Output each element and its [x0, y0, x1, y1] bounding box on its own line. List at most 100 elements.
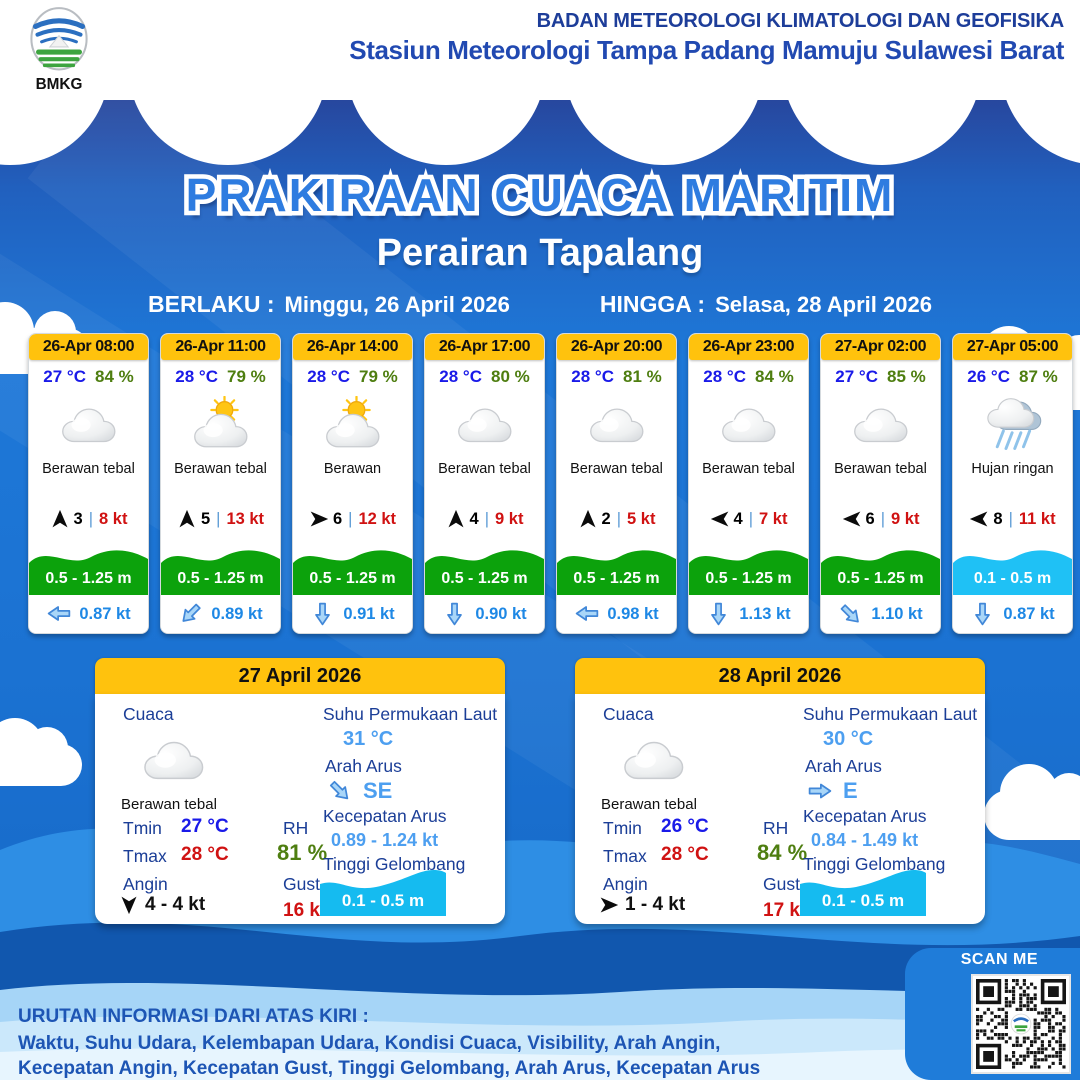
wind-direction-icon — [842, 509, 862, 529]
wind-row: 5 | 13 kt — [161, 509, 280, 529]
legend-line: Kecepatan Angin, Kecepatan Gust, Tinggi … — [18, 1058, 761, 1079]
air-temperature: 27 °C — [43, 367, 86, 386]
forecast-time: 26-Apr 17:00 — [425, 334, 544, 360]
current-speed: 0.87 kt — [1003, 604, 1055, 623]
forecast-time: 26-Apr 11:00 — [161, 334, 280, 360]
weather-condition: Berawan tebal — [834, 461, 927, 477]
wind-speed: 9 kt — [891, 509, 920, 528]
tmax-label: Tmax — [603, 846, 647, 866]
current-speed: 1.10 kt — [871, 604, 923, 623]
weather-condition: Berawan — [323, 461, 382, 477]
wave-height: 0.5 - 1.25 m — [837, 570, 924, 587]
wind-speed: 7 kt — [759, 509, 788, 528]
cuaca-label: Cuaca — [603, 704, 654, 724]
weather-condition: Berawan tebal — [601, 796, 697, 813]
rh-label: RH — [283, 818, 309, 838]
wind-speed: 13 kt — [226, 509, 265, 528]
current-row: 1.13 kt — [689, 595, 808, 633]
current-row: 0.87 kt — [29, 595, 148, 633]
humidity: 84 % — [754, 367, 794, 386]
current-speed: 1.13 kt — [739, 604, 791, 623]
valid-to-date: Selasa, 28 April 2026 — [715, 292, 932, 317]
current-direction-icon — [708, 601, 730, 627]
daily-date: 27 April 2026 — [95, 658, 505, 694]
humidity: 84 % — [94, 367, 134, 386]
wind-speed: 8 kt — [99, 509, 128, 528]
wind-row: 4 | 9 kt — [425, 509, 544, 529]
weather-icon — [611, 728, 697, 790]
wind-speed: 9 kt — [495, 509, 524, 528]
kecepatan-arus-label: Kecepatan Arus — [803, 806, 927, 826]
humidity: 79 % — [226, 367, 266, 386]
legend-line: Waktu, Suhu Udara, Kelembapan Udara, Kon… — [18, 1033, 721, 1054]
wave-height-band: 0.5 - 1.25 m — [29, 537, 148, 595]
visibility-value: 2 — [601, 509, 611, 528]
air-temperature: 28 °C — [307, 367, 350, 386]
legend-heading: URUTAN INFORMASI DARI ATAS KIRI : — [18, 1006, 369, 1027]
hourly-card: 26-Apr 20:00 28 °C 81 % Berawan tebal 2 |… — [556, 333, 677, 634]
separator: | — [348, 509, 353, 528]
wind-row: 8 | 11 kt — [953, 509, 1072, 529]
tmin-value: 26 °C — [661, 816, 709, 837]
weather-icon — [557, 387, 676, 461]
valid-to-label: HINGGA : — [599, 291, 706, 317]
weather-icon — [821, 387, 940, 461]
bmkg-logo: BMKG — [26, 4, 92, 101]
weather-icon — [953, 387, 1072, 461]
air-temperature: 28 °C — [703, 367, 746, 386]
wave-height-box: 0.1 - 0.5 m — [320, 868, 446, 916]
wind-range: 1 - 4 kt — [625, 894, 686, 915]
current-row: 0.87 kt — [953, 595, 1072, 633]
hourly-card: 27-Apr 05:00 26 °C 87 % Hujan ringan 8 | … — [952, 333, 1073, 634]
air-temperature: 28 °C — [439, 367, 482, 386]
valid-to: HINGGA : Selasa, 28 April 2026 — [600, 291, 932, 318]
forecast-time: 27-Apr 05:00 — [953, 334, 1072, 360]
wave-height: 0.1 - 0.5 m — [973, 570, 1052, 587]
wind-direction-icon — [599, 895, 619, 915]
tmin-value: 27 °C — [181, 816, 229, 837]
forecast-time: 26-Apr 08:00 — [29, 334, 148, 360]
weather-icon — [425, 387, 544, 461]
humidity: 79 % — [358, 367, 398, 386]
tmax-value: 28 °C — [181, 844, 229, 865]
forecast-time: 26-Apr 14:00 — [293, 334, 412, 360]
weather-icon — [29, 387, 148, 461]
current-speed: 0.98 kt — [607, 604, 659, 623]
current-row: 0.90 kt — [425, 595, 544, 633]
gust-label: Gust — [283, 874, 320, 894]
hourly-card: 27-Apr 02:00 27 °C 85 % Berawan tebal 6 |… — [820, 333, 941, 634]
separator: | — [880, 509, 886, 528]
cloud-decoration — [984, 764, 1080, 840]
current-speed: 0.87 kt — [79, 604, 131, 623]
hourly-card: 26-Apr 11:00 28 °C 79 % Berawan tebal 5 |… — [160, 333, 281, 634]
current-direction: SE — [363, 778, 393, 803]
wind-direction-icon — [578, 509, 598, 529]
air-temperature: 28 °C — [571, 367, 614, 386]
wind-speed: 11 kt — [1018, 509, 1056, 528]
wind-range: 4 - 4 kt — [145, 894, 206, 915]
wave-height-band: 0.5 - 1.25 m — [293, 537, 412, 595]
weather-icon — [689, 387, 808, 461]
air-temperature: 27 °C — [835, 367, 878, 386]
air-temperature: 28 °C — [175, 367, 218, 386]
wind-row: 1 - 4 kt — [599, 894, 685, 916]
weather-condition: Berawan tebal — [174, 461, 267, 477]
wave-height: 0.5 - 1.25 m — [309, 570, 396, 587]
wave-height: 0.1 - 0.5 m — [821, 891, 905, 910]
cloud-decoration — [0, 718, 82, 786]
daily-card: 27 April 2026 Cuaca Berawan tebal Tmin 2… — [95, 658, 505, 924]
current-row: 0.89 kt — [161, 595, 280, 633]
separator: | — [1008, 509, 1013, 528]
svg-text:BMKG: BMKG — [36, 76, 83, 93]
hourly-card: 26-Apr 23:00 28 °C 84 % Berawan tebal 4 |… — [688, 333, 809, 634]
separator: | — [484, 509, 490, 528]
wave-height: 0.5 - 1.25 m — [705, 570, 792, 587]
rh-value: 84 % — [757, 840, 808, 865]
daily-card-body: Cuaca Berawan tebal Tmin 27 °C Tmax 28 °… — [95, 694, 505, 924]
weather-condition: Berawan tebal — [121, 796, 217, 813]
visibility-value: 4 — [469, 509, 479, 528]
wave-height: 0.1 - 0.5 m — [341, 891, 425, 910]
humidity: 87 % — [1018, 367, 1058, 386]
separator: | — [88, 509, 94, 528]
